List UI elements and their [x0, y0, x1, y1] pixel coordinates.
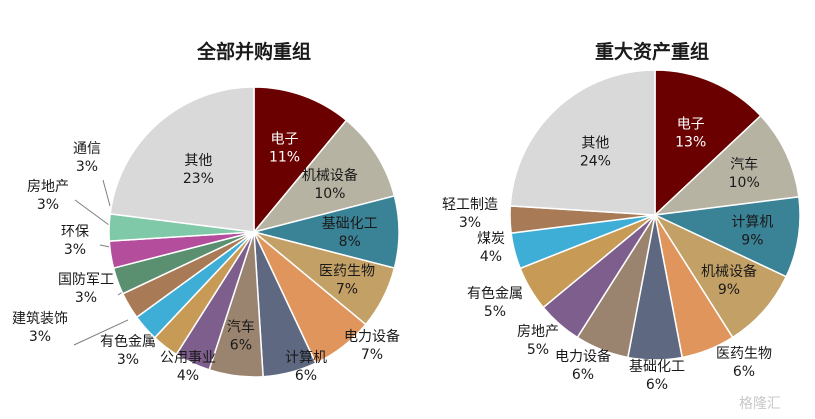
pie1-slice-value-14: 23%: [183, 171, 214, 187]
pie2-slice-name-10: 轻工制造: [442, 197, 498, 213]
pie1-slice-1: [251, 119, 396, 234]
pie2-slice-name-2: 计算机: [731, 214, 773, 230]
pie1-slice-value-4: 7%: [361, 347, 383, 363]
pie2-slice-name-11: 其他: [581, 136, 609, 152]
pie1-slice-value-12: 3%: [37, 197, 59, 213]
pie1-slice-value-10: 3%: [75, 290, 97, 306]
pie2-slice-3: [652, 213, 788, 339]
pie2-slice-value-9: 4%: [480, 249, 502, 265]
pie1-slice-value-1: 10%: [314, 186, 345, 202]
pie1-slice-value-13: 3%: [76, 159, 98, 175]
pie2-slice-value-7: 5%: [527, 342, 549, 358]
pie2-slice-name-5: 基础化工: [629, 358, 685, 375]
pie2-slice-2: [652, 195, 801, 278]
pie2-slice-value-3: 9%: [718, 282, 740, 298]
pie2-slice-name-7: 房地产: [517, 324, 559, 340]
pie2-slice-0: [654, 69, 762, 217]
pie2-slice-1: [652, 114, 800, 217]
pie2-slice-value-8: 5%: [484, 304, 506, 320]
pie2-slice-value-6: 6%: [572, 367, 594, 383]
pie1-slice-value-0: 11%: [269, 149, 300, 165]
pie1-slice-14: [109, 86, 255, 233]
pie2-slice-value-1: 10%: [729, 175, 760, 191]
pie1-slice-name-4: 电力设备: [344, 328, 400, 345]
pie1-slice-value-9: 3%: [29, 329, 51, 345]
pie1-slice-name-14: 其他: [184, 153, 212, 169]
pie1-slice-value-11: 3%: [64, 242, 86, 258]
pie1-slice-value-2: 8%: [339, 234, 361, 250]
pie2-slice-name-3: 机械设备: [701, 263, 757, 280]
pie2-slice-name-8: 有色金属: [467, 285, 523, 302]
pie2-slice-name-6: 电力设备: [555, 348, 611, 365]
pie1-leader-line-12: [74, 199, 110, 226]
pie1-slice-name-7: 公用事业: [160, 350, 216, 366]
pie1-slice-name-5: 计算机: [285, 350, 327, 366]
pie1-slice-value-5: 6%: [295, 368, 317, 384]
pie2-slice-name-1: 汽车: [730, 156, 758, 173]
pie2-slice-value-2: 9%: [741, 232, 763, 248]
pie1-slice-value-8: 3%: [117, 352, 139, 368]
pie1-slice-value-6: 6%: [230, 338, 252, 354]
pie2-slice-value-11: 24%: [580, 154, 611, 170]
pie1-leader-line-9: [73, 319, 129, 346]
pie1-slice-name-3: 医药生物: [319, 263, 375, 279]
watermark: 格隆汇: [739, 396, 781, 412]
pie1-slice-name-9: 建筑装饰: [12, 311, 68, 327]
pie2-slice-name-0: 电子: [677, 117, 705, 133]
pie-chart-major-restructuring: 电子 13% 汽车 10% 计算机 9% 机械设备 9% 医药生物 6% 基础化工 6% 电力设备 6% 房…: [442, 69, 801, 393]
pie1-slice-name-8: 有色金属: [100, 333, 156, 350]
chart-title-all-mna: 全部并购重组: [196, 40, 311, 63]
pie-chart-all-mna: 电子 11%机械设备 10% 基础化工 8% 医药生物 7% 电力设备 7% 计算机 6% 汽车 6% 公…: [12, 86, 400, 384]
pie1-slice-name-2: 基础化工: [322, 215, 378, 232]
pie1-slice-0: [253, 86, 348, 235]
pie1-slice-name-11: 环保: [61, 224, 89, 240]
pie2-slice-value-4: 6%: [733, 364, 755, 380]
pie1-slice-name-13: 通信: [73, 141, 101, 157]
pie1-slice-name-1: 机械设备: [302, 167, 358, 184]
pie1-slice-name-12: 房地产: [27, 179, 69, 195]
pie2-slice-value-0: 13%: [675, 135, 706, 151]
pie1-slice-name-6: 汽车: [227, 319, 255, 336]
pie1-slice-value-7: 4%: [177, 368, 199, 384]
pie2-slice-name-4: 医药生物: [716, 346, 772, 362]
pie2-slice-value-10: 3%: [459, 215, 481, 231]
pie2-slice-11: [509, 69, 656, 216]
pie1-slice-name-0: 电子: [271, 131, 299, 147]
chart-title-major-restructuring: 重大资产重组: [595, 40, 709, 63]
pie2-slice-name-9: 煤炭: [477, 231, 505, 247]
pie2-slice-value-5: 6%: [646, 377, 668, 393]
pie1-slice-value-3: 7%: [336, 281, 358, 297]
pie1-slice-name-10: 国防军工: [58, 272, 114, 288]
pie1-leader-line-13: [102, 179, 111, 207]
